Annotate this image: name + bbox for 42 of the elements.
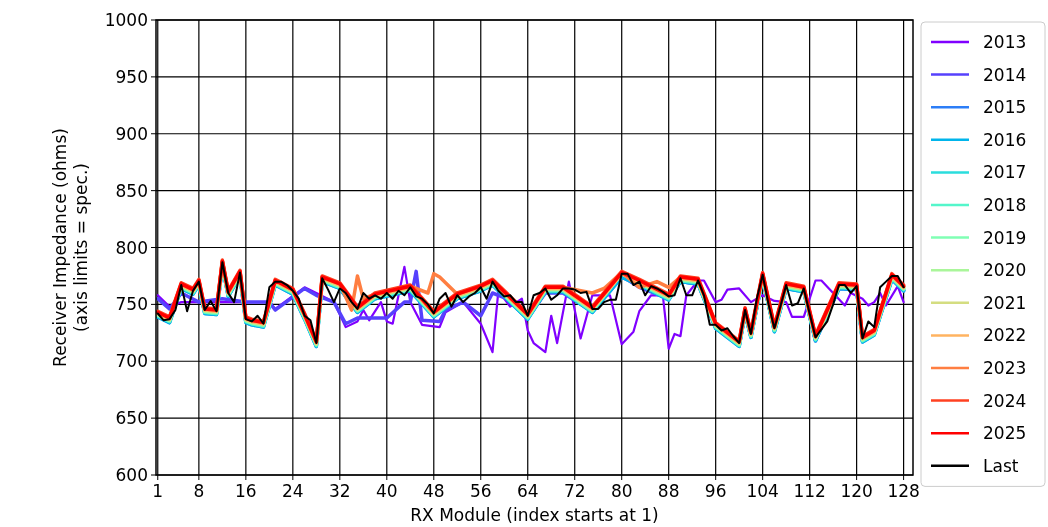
- y-tick-label: 650: [115, 408, 148, 429]
- x-tick-label: 1: [152, 481, 164, 501]
- y-tick-label: 950: [115, 66, 148, 87]
- x-tick-label: 32: [329, 481, 351, 501]
- legend-label: 2021: [983, 292, 1027, 313]
- legend-label: Last: [983, 455, 1019, 476]
- legend-label: 2024: [983, 390, 1027, 411]
- legend-label: 2019: [983, 227, 1027, 248]
- y-tick-label: 800: [115, 237, 148, 258]
- x-tick-label: 80: [610, 481, 633, 501]
- x-axis-title: RX Module (index starts at 1): [410, 505, 659, 525]
- x-tick-label: 48: [422, 481, 445, 501]
- y-tick-label: 700: [115, 351, 148, 372]
- legend-label: 2017: [983, 162, 1027, 183]
- x-tick-label: 8: [193, 481, 205, 501]
- y-axis-title: Receiver Impedance (ohms) (axis limits = spec.): [50, 128, 91, 367]
- legend-label: 2015: [983, 97, 1027, 118]
- x-tick-label: 24: [282, 481, 304, 501]
- y-tick-label: 600: [115, 465, 148, 485]
- legend-label: 2016: [983, 129, 1027, 150]
- x-tick-label: 64: [516, 481, 539, 501]
- x-tick-label: 56: [469, 481, 492, 501]
- x-tick-label: 88: [657, 481, 680, 501]
- y-tick-label: 1000: [104, 10, 148, 30]
- legend-label: 2013: [983, 32, 1027, 52]
- legend-label: 2014: [983, 64, 1027, 85]
- y-tick-label: 850: [115, 180, 148, 201]
- legend-label: 2022: [983, 325, 1027, 346]
- x-tick-label: 128: [887, 481, 920, 501]
- x-tick-label: 96: [704, 481, 727, 501]
- x-tick-label: 16: [235, 481, 257, 501]
- x-tick-label: 72: [563, 481, 586, 501]
- y-tick-label: 750: [115, 294, 148, 315]
- legend-label: 2020: [983, 260, 1027, 281]
- x-tick-label: 40: [375, 481, 398, 501]
- x-tick-label: 104: [746, 481, 779, 501]
- x-tick-label: 120: [840, 481, 873, 501]
- legend-label: 2025: [983, 423, 1027, 444]
- y-tick-label: 900: [115, 123, 148, 144]
- x-tick-label: 112: [793, 481, 826, 501]
- legend-label: 2023: [983, 358, 1027, 378]
- legend-label: 2018: [983, 195, 1027, 215]
